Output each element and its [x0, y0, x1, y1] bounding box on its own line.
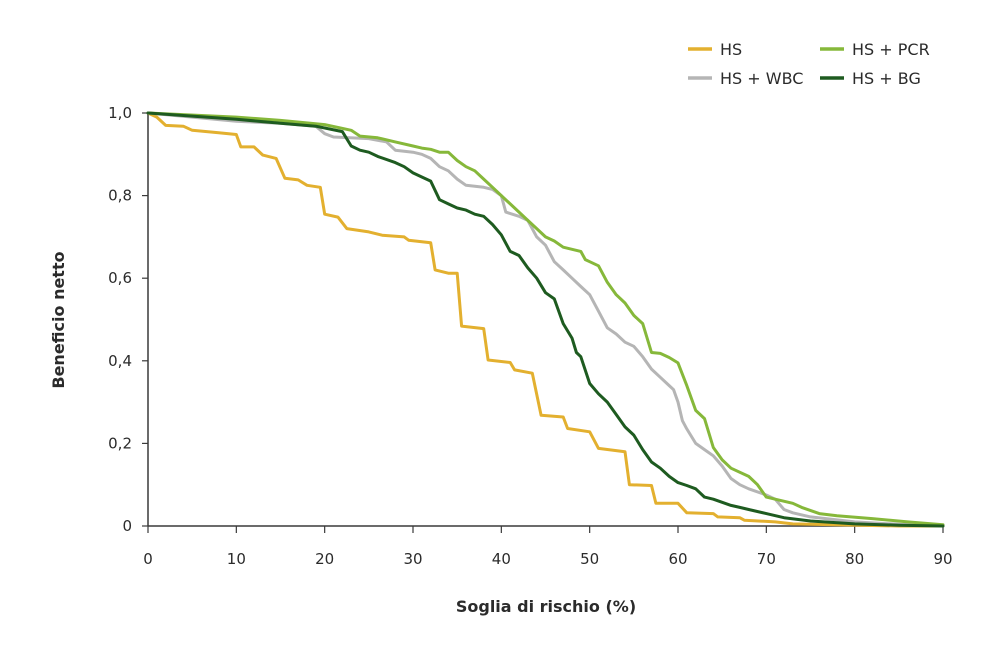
y-tick-label: 0,4: [108, 352, 132, 370]
series-line-hs-bg: [146, 111, 945, 528]
x-tick-label: 80: [845, 550, 864, 568]
legend-label-hs-pcr: HS + PCR: [852, 40, 930, 59]
legend-label-hs-bg: HS + BG: [852, 69, 921, 88]
legend-label-hs: HS: [720, 40, 742, 59]
x-tick-label: 10: [227, 550, 246, 568]
y-axis-title: Beneficio netto: [49, 251, 68, 388]
series-line-hs-wbc: [146, 111, 945, 528]
x-tick-label: 70: [757, 550, 776, 568]
x-tick-label: 50: [580, 550, 599, 568]
x-tick-label: 0: [143, 550, 153, 568]
x-tick-label: 20: [315, 550, 334, 568]
x-tick-label: 90: [933, 550, 952, 568]
x-axis-title: Soglia di rischio (%): [456, 597, 636, 616]
x-tick-label: 30: [403, 550, 422, 568]
tick-group: 0 10 20 30 40 50 60 70 80 90 0 0,2 0,4 0,6 0,8 1,0: [108, 104, 952, 568]
series-line-hs-pcr: [146, 111, 945, 527]
series-lines: [146, 111, 945, 528]
legend-label-hs-wbc: HS + WBC: [720, 69, 803, 88]
x-tick-label: 40: [492, 550, 511, 568]
legend: HS HS + PCR HS + WBC HS + BG: [688, 40, 930, 88]
axes: [147, 113, 943, 527]
y-tick-label: 0,8: [108, 187, 132, 205]
series-line-hs: [146, 111, 945, 528]
x-tick-label: 60: [668, 550, 687, 568]
y-tick-label: 0: [122, 517, 132, 535]
y-tick-label: 0,2: [108, 434, 132, 452]
y-tick-label: 0,6: [108, 269, 132, 287]
y-tick-label: 1,0: [108, 104, 132, 122]
